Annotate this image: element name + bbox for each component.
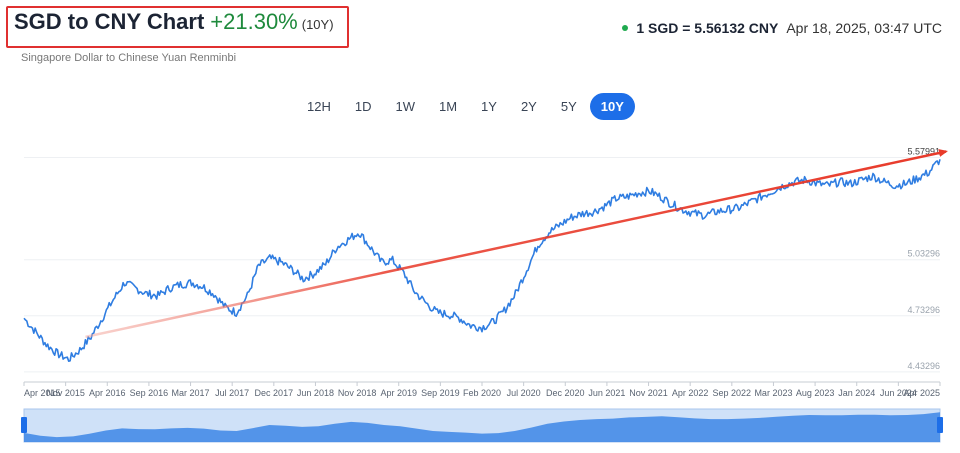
x-tick-label: Apr 2016 bbox=[89, 388, 126, 398]
tab-1w[interactable]: 1W bbox=[395, 99, 415, 114]
rate-readout: 1 SGD = 5.56132 CNY Apr 18, 2025, 03:47 U… bbox=[622, 20, 942, 36]
x-tick-label: Aug 2023 bbox=[796, 388, 835, 398]
title-highlight-box bbox=[6, 6, 349, 48]
tab-2y[interactable]: 2Y bbox=[520, 99, 537, 114]
x-tick-label: Nov 2021 bbox=[629, 388, 668, 398]
x-tick-label: Mar 2017 bbox=[172, 388, 210, 398]
x-tick-label: Sep 2022 bbox=[713, 388, 752, 398]
tab-1y[interactable]: 1Y bbox=[481, 99, 497, 114]
x-tick-label: Apr 2022 bbox=[672, 388, 709, 398]
y-tick-label: 5.57991 bbox=[907, 146, 940, 156]
chart-header: SGD to CNY Chart +21.30% (10Y) Singapore D… bbox=[0, 0, 960, 70]
tab-1m[interactable]: 1M bbox=[438, 99, 458, 114]
tab-10y[interactable]: 10Y bbox=[589, 93, 635, 120]
y-tick-label: 5.03296 bbox=[907, 249, 940, 259]
title-text: SGD to CNY Chart bbox=[14, 9, 205, 34]
x-tick-label: Dec 2020 bbox=[546, 388, 585, 398]
x-tick-label: Mar 2023 bbox=[754, 388, 792, 398]
y-tick-label: 4.73296 bbox=[907, 305, 940, 315]
sgd-cny-series-line bbox=[23, 159, 941, 363]
x-tick-label: Apr 2025 bbox=[903, 388, 940, 398]
x-tick-label: Jun 2018 bbox=[297, 388, 334, 398]
x-tick-label: Sep 2019 bbox=[421, 388, 460, 398]
navigator-area bbox=[24, 412, 940, 442]
change-percent: +21.30% bbox=[210, 9, 298, 34]
x-tick-label: Feb 2020 bbox=[463, 388, 501, 398]
range-tabs: 12H 1D 1W 1M 1Y 2Y 5Y 10Y bbox=[296, 93, 637, 120]
x-tick-label: Apr 2019 bbox=[380, 388, 417, 398]
x-tick-label: Jun 2024 bbox=[880, 388, 917, 398]
navigator-right-handle[interactable] bbox=[937, 417, 943, 433]
navigator-range-window[interactable] bbox=[23, 408, 941, 443]
x-tick-label: Sep 2016 bbox=[130, 388, 169, 398]
rate-timestamp: Apr 18, 2025, 03:47 UTC bbox=[786, 20, 942, 36]
page-subtitle: Singapore Dollar to Chinese Yuan Renminb… bbox=[21, 52, 237, 64]
y-tick-label: 4.43296 bbox=[907, 361, 940, 371]
tab-1d[interactable]: 1D bbox=[354, 99, 372, 114]
x-tick-label: Apr 2015 bbox=[24, 388, 61, 398]
x-tick-label: Dec 2017 bbox=[255, 388, 294, 398]
tab-12h[interactable]: 12H bbox=[307, 99, 331, 114]
x-tick-label: Jul 2017 bbox=[215, 388, 249, 398]
live-dot-icon bbox=[622, 25, 629, 32]
page-title: SGD to CNY Chart +21.30% (10Y) bbox=[14, 9, 334, 35]
navigator-left-handle[interactable] bbox=[21, 417, 27, 433]
change-period: (10Y) bbox=[301, 17, 334, 32]
x-tick-label: Jul 2020 bbox=[507, 388, 541, 398]
tab-5y[interactable]: 5Y bbox=[560, 99, 577, 114]
x-tick-label: Nov 2018 bbox=[338, 388, 377, 398]
x-tick-label: Jan 2024 bbox=[838, 388, 875, 398]
x-tick-label: Nov 2015 bbox=[46, 388, 85, 398]
trend-arrow-annotation bbox=[85, 149, 948, 339]
x-tick-label: Jun 2021 bbox=[588, 388, 625, 398]
rate-value: 1 SGD = 5.56132 CNY bbox=[636, 20, 779, 36]
